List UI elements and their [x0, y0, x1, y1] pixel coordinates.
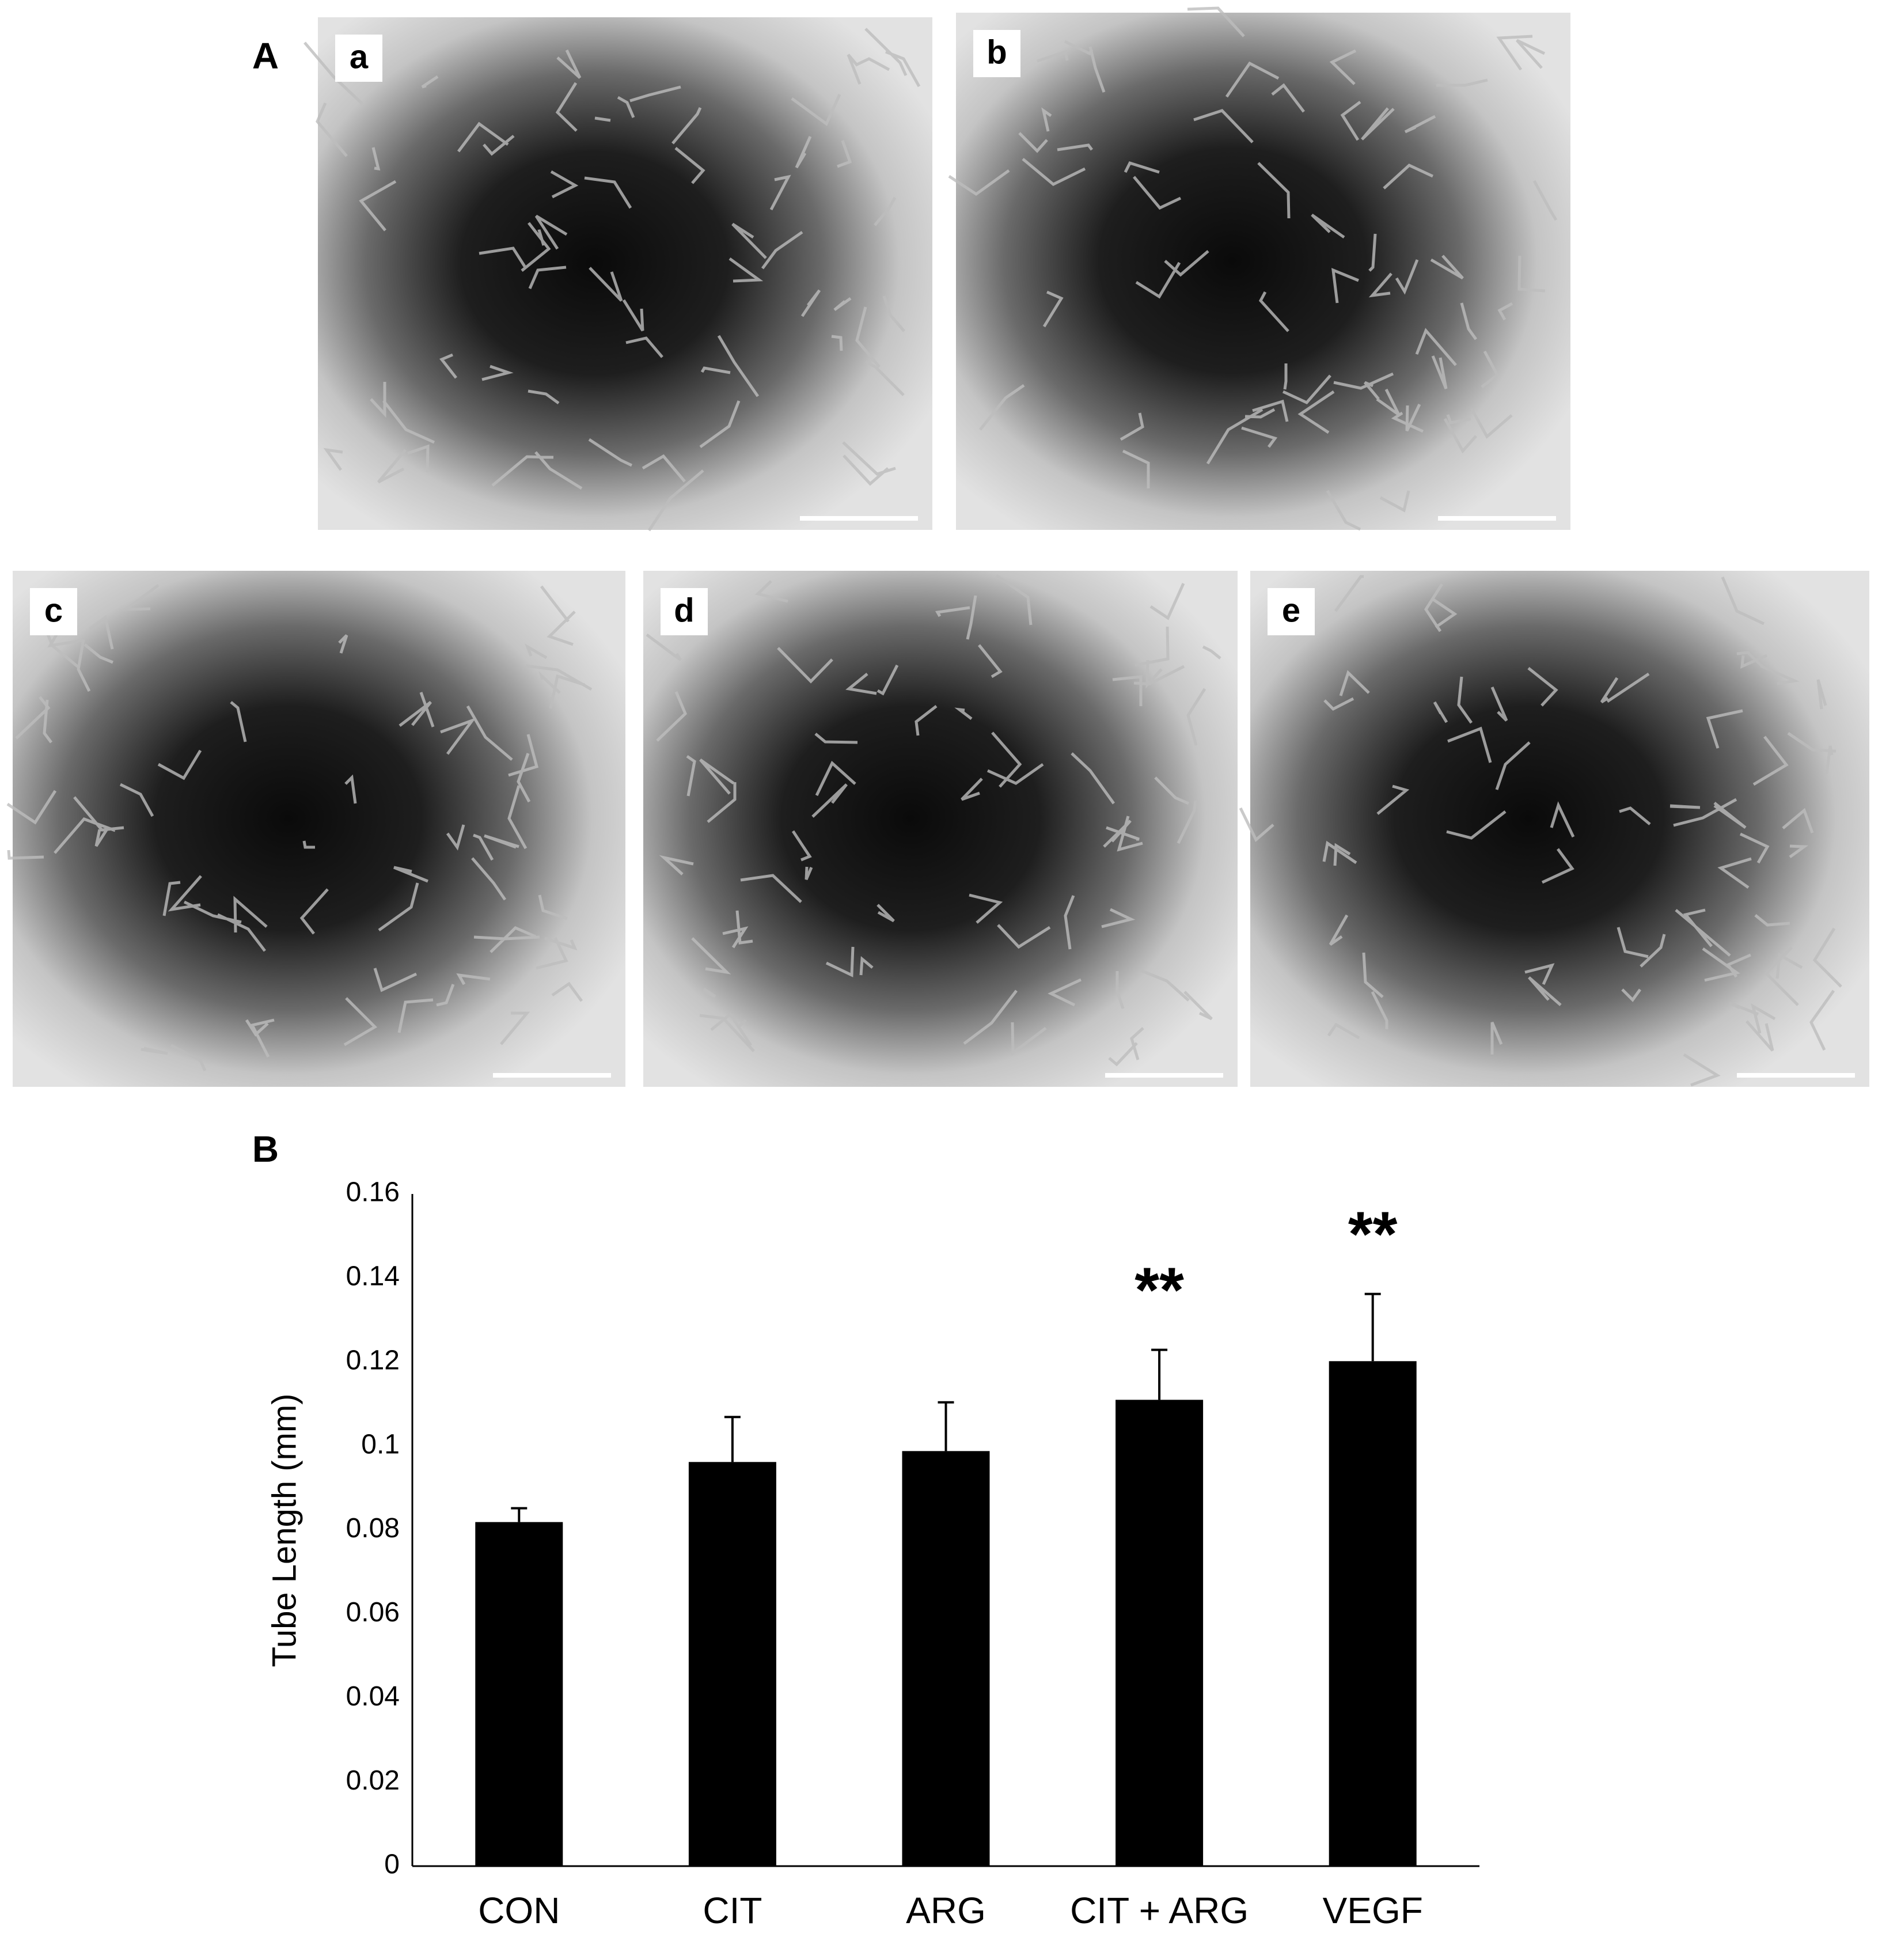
micrograph: [956, 13, 1570, 530]
image-label: e: [1282, 592, 1300, 629]
x-tick-label: CON: [478, 1890, 560, 1931]
label-box: [661, 588, 708, 635]
significance-marker: **: [1348, 1199, 1398, 1270]
y-tick-label: 0.08: [346, 1513, 400, 1544]
label-box: [1268, 588, 1315, 635]
error-bar: [724, 1416, 741, 1462]
cell-network: [303, 28, 921, 532]
y-tick-label: 0: [384, 1849, 400, 1880]
panel-label: A: [252, 35, 279, 77]
error-bar: [938, 1401, 954, 1451]
cell-network: [646, 574, 1221, 1067]
y-tick-label: 0.14: [346, 1261, 400, 1292]
y-axis-label: Tube Length (mm): [265, 1394, 303, 1667]
label-box: [335, 35, 382, 82]
cell-network: [1239, 575, 1842, 1087]
bar: [902, 1451, 990, 1866]
x-tick-label: CIT: [703, 1890, 762, 1931]
error-bar: [511, 1507, 528, 1522]
bar: [688, 1462, 776, 1866]
micrograph: [1250, 571, 1869, 1087]
error-bar: [1364, 1292, 1381, 1362]
x-tick-label: ARG: [906, 1890, 986, 1931]
cell-network: [948, 6, 1558, 531]
image-label: c: [44, 592, 63, 629]
y-tick-label: 0.12: [346, 1345, 400, 1375]
y-tick-label: 0.06: [346, 1597, 400, 1628]
y-tick-label: 0.02: [346, 1765, 400, 1796]
cell-network: [6, 584, 593, 1072]
significance-marker: **: [1134, 1255, 1184, 1326]
y-tick-label: 0.04: [346, 1681, 400, 1712]
bar: [475, 1522, 563, 1866]
bar: [1115, 1400, 1204, 1866]
y-tick-label: 0.16: [346, 1177, 400, 1208]
x-tick-label: CIT + ARG: [1070, 1890, 1249, 1931]
label-box: [30, 588, 77, 635]
image-label: b: [986, 33, 1007, 71]
panel-label: B: [252, 1128, 279, 1170]
image-label: d: [674, 592, 694, 629]
error-bar: [1151, 1348, 1168, 1400]
micrograph: [643, 571, 1238, 1087]
label-box: [973, 30, 1020, 77]
x-tick-label: VEGF: [1323, 1890, 1423, 1931]
bar: [1329, 1361, 1417, 1866]
y-tick-label: 0.1: [361, 1429, 400, 1459]
image-label: a: [350, 38, 369, 75]
